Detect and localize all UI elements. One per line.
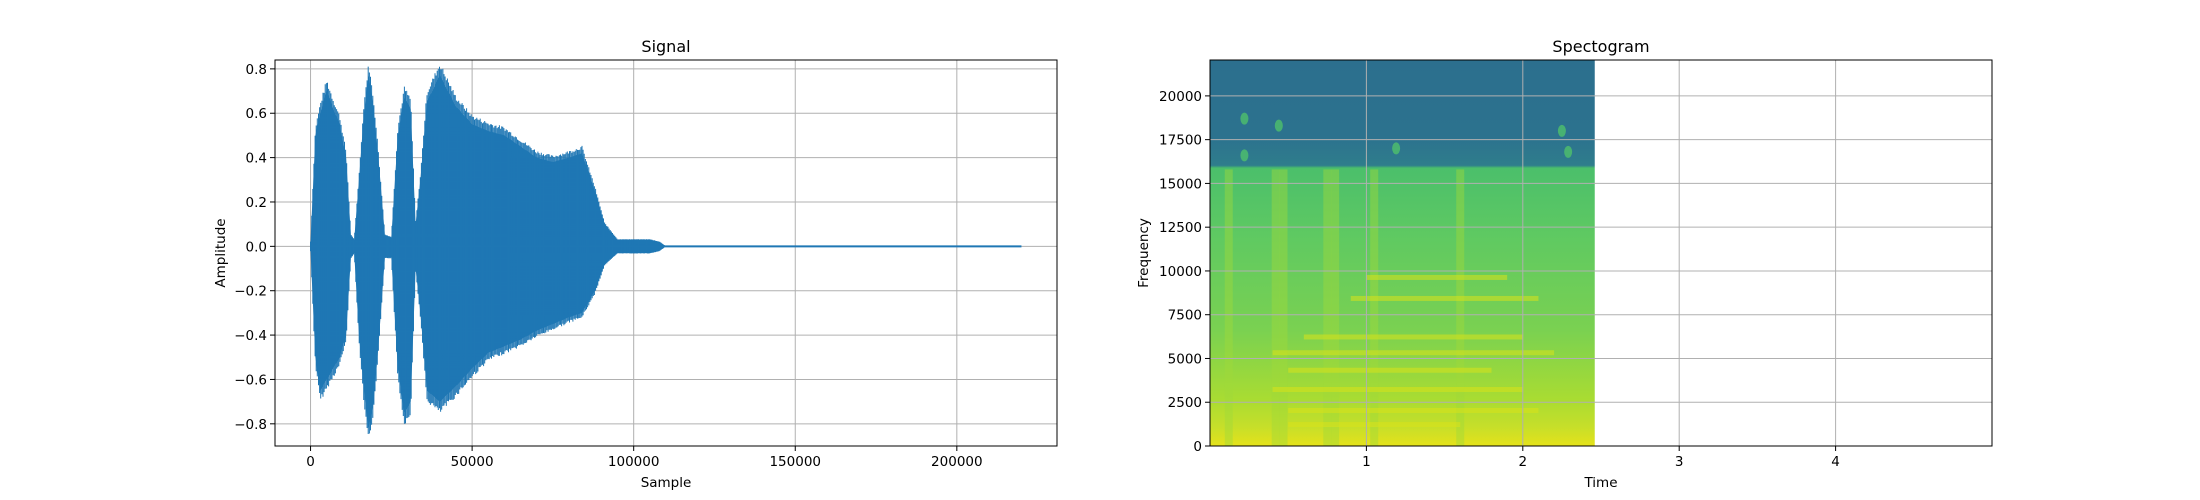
spectrogram-axes-frame (1209, 59, 1993, 447)
spectrogram-ytick-label: 17500 (1159, 133, 1202, 149)
spectrogram-blob (1392, 142, 1401, 155)
spectrogram-y-ticks: 0 2500 5000 7500 10000 12500 15000 17500 20000 (1159, 89, 1210, 455)
spectrogram-onset (1279, 169, 1288, 446)
spectrogram-harmonic (1350, 295, 1539, 301)
signal-ytick-label: 0.6 (246, 106, 267, 122)
spectrogram-features (1224, 112, 1573, 446)
spectrogram-blob (1564, 145, 1573, 158)
signal-axes-frame (274, 59, 1058, 447)
spectrogram-onset (1456, 169, 1465, 446)
spectrogram-xtick-label: 1 (1362, 454, 1371, 470)
spectrogram-onset (1331, 169, 1340, 446)
spectrogram-blob (1240, 112, 1249, 125)
spectrogram-xtick-label: 2 (1519, 454, 1528, 470)
signal-xtick-label: 150000 (769, 454, 821, 470)
spectrogram-onset (1370, 169, 1379, 446)
signal-xlabel: Sample (641, 475, 692, 491)
signal-panel: 0 50000 100000 150000 200000 −0.8−0.6−0.4−0.… (213, 37, 1058, 491)
signal-xtick-label: 50000 (451, 454, 494, 470)
spectrogram-title: Spectogram (1552, 37, 1649, 56)
signal-ytick-label: 0.4 (246, 151, 267, 167)
spectrogram-blob (1240, 149, 1249, 162)
signal-xtick-label: 100000 (608, 454, 660, 470)
spectrogram-ytick-label: 2500 (1168, 395, 1202, 411)
spectrogram-harmonic (1272, 350, 1555, 356)
spectrogram-harmonic (1288, 421, 1461, 427)
spectrogram-harmonic (1303, 334, 1523, 340)
signal-ylabel: Amplitude (213, 218, 229, 287)
spectrogram-ytick-label: 0 (1193, 439, 1202, 455)
spectrogram-panel: 1 2 3 4 0 2500 5000 7500 10000 12500 15000 17500 20… (1136, 37, 1993, 491)
spectrogram-ytick-label: 15000 (1159, 176, 1202, 192)
spectrogram-xlabel: Time (1583, 475, 1617, 491)
spectrogram-image (1210, 60, 1595, 446)
spectrogram-onset (1323, 169, 1332, 446)
spectrogram-ytick-label: 10000 (1159, 264, 1202, 280)
signal-ytick-label: 0.0 (246, 239, 267, 255)
signal-xtick-label: 200000 (931, 454, 983, 470)
spectrogram-onset (1224, 169, 1233, 446)
signal-ytick-label: −0.8 (234, 417, 267, 433)
spectrogram-ytick-label: 20000 (1159, 89, 1202, 105)
signal-y-ticks: −0.8 −0.6 −0.4 −0.2 0.0 0.2 0.4 0.6 0.8 (234, 62, 275, 433)
spectrogram-xtick-label: 4 (1831, 454, 1840, 470)
spectrogram-onset (1271, 169, 1280, 446)
spectrogram-x-ticks: 1 2 3 4 (1362, 446, 1840, 470)
signal-title: Signal (641, 37, 690, 56)
spectrogram-harmonic (1272, 386, 1523, 392)
spectrogram-ytick-label: 7500 (1168, 308, 1202, 324)
spectrogram-blob (1274, 119, 1283, 132)
spectrogram-harmonic (1366, 274, 1508, 280)
spectrogram-ylabel: Frequency (1136, 218, 1152, 288)
signal-ytick-label: 0.8 (246, 62, 267, 78)
signal-xtick-label: 0 (306, 454, 315, 470)
signal-ytick-label: −0.2 (234, 284, 267, 300)
signal-ytick-label: 0.2 (246, 195, 267, 211)
signal-ytick-label: −0.4 (234, 328, 267, 344)
spectrogram-ytick-label: 5000 (1168, 351, 1202, 367)
spectrogram-ytick-label: 12500 (1159, 220, 1202, 236)
signal-x-ticks: 0 50000 100000 150000 200000 (306, 446, 983, 470)
spectrogram-harmonic (1288, 367, 1492, 373)
spectrogram-blob (1557, 124, 1566, 137)
spectrogram-harmonic (1288, 407, 1539, 413)
spectrogram-xtick-label: 3 (1675, 454, 1684, 470)
signal-ytick-label: −0.6 (234, 372, 267, 388)
